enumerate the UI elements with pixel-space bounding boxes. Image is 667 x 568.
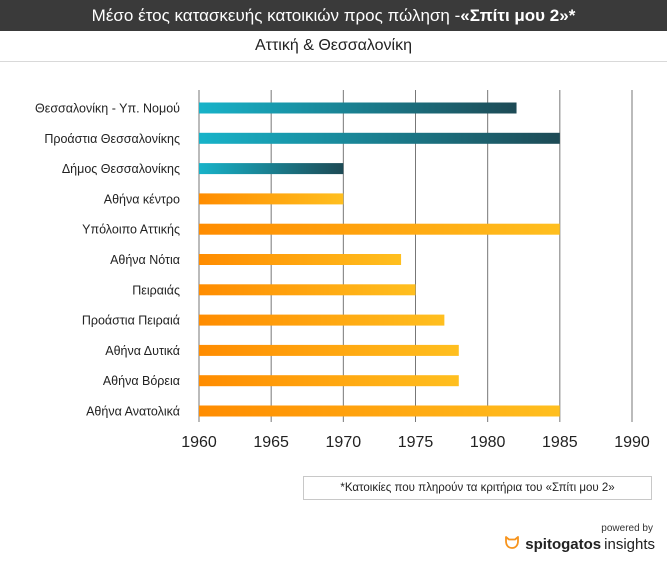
cat-logo-icon: [504, 536, 520, 553]
brand-suffix: insights: [604, 536, 655, 553]
bar: [199, 163, 344, 175]
chart-subtitle: Αττική & Θεσσαλονίκη: [254, 37, 412, 54]
bar: [199, 254, 402, 265]
category-label: Θεσσαλονίκη - Υπ. Νομού: [35, 102, 180, 116]
bar: [199, 375, 459, 387]
title-main: Μέσο έτος κατασκευής κατοικιών προς πώλη…: [91, 5, 461, 25]
category-label: Αθήνα Νότια: [110, 253, 180, 267]
category-label: Πειραιάς: [132, 283, 180, 297]
category-label: Αθήνα Ανατολικά: [86, 405, 180, 419]
header-divider: [0, 61, 667, 62]
brand-logo: spitogatos insights: [504, 536, 655, 553]
title-highlight: «Σπίτι μου 2»*: [460, 5, 576, 25]
footnote: *Κατοικίες που πληρούν τα κριτήρια του «…: [303, 476, 652, 500]
bar: [199, 132, 560, 144]
bar: [199, 223, 560, 235]
category-label: Προάστια Πειραιά: [82, 314, 180, 328]
brand-name: spitogatos: [525, 536, 602, 553]
chart-title: Μέσο έτος κατασκευής κατοικιών προς πώλη…: [0, 0, 667, 31]
x-tick-label: 1975: [398, 434, 434, 451]
x-tick-label: 1980: [470, 434, 506, 451]
bar: [199, 102, 517, 114]
bar-chart: 1960 1965 1970 1975 1980 1985 1990 Θεσσαλονίκη …: [35, 90, 650, 451]
bar: [199, 314, 445, 326]
powered-by-label: powered by: [601, 523, 653, 534]
category-label: Αθήνα κέντρο: [104, 192, 180, 206]
bar: [199, 284, 416, 296]
category-label: Αθήνα Βόρεια: [103, 374, 180, 388]
category-label: Αθήνα Δυτικά: [105, 344, 180, 358]
x-tick-label: 1960: [181, 434, 217, 451]
category-label: Υπόλοιπο Αττικής: [82, 223, 180, 237]
category-label: Προάστια Θεσσαλονίκης: [44, 132, 180, 146]
bar: [199, 193, 344, 205]
bar: [199, 405, 560, 417]
x-tick-label: 1990: [614, 434, 650, 451]
category-label: Δήμος Θεσσαλονίκης: [62, 162, 180, 176]
x-tick-label: 1965: [253, 434, 289, 451]
bar: [199, 344, 459, 356]
x-tick-label: 1970: [326, 434, 362, 451]
x-tick-label: 1985: [542, 434, 578, 451]
